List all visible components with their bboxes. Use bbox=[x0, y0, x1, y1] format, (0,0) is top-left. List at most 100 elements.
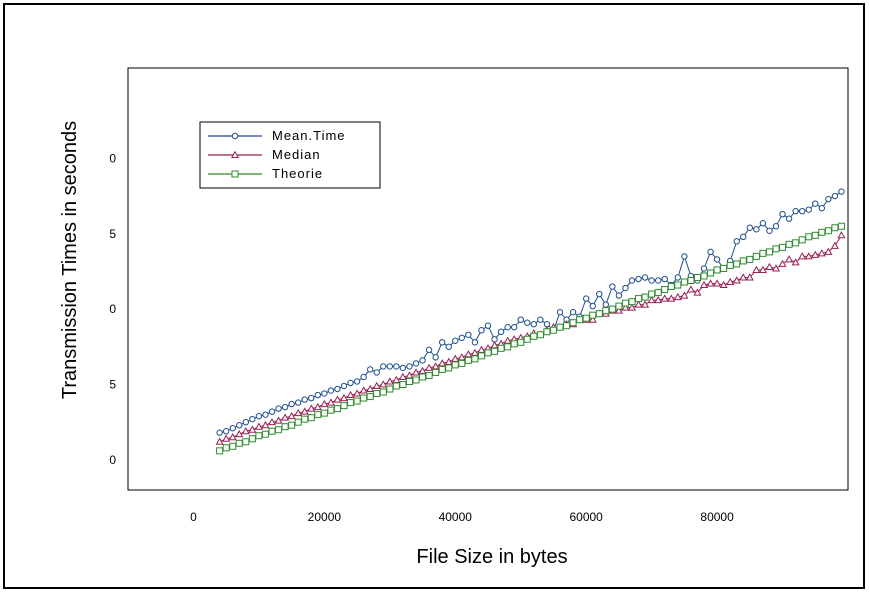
data-point-theorie bbox=[837, 222, 845, 230]
data-point-median bbox=[614, 306, 623, 314]
data-point-median bbox=[771, 264, 781, 272]
data-point-mean-time bbox=[517, 316, 524, 323]
legend-marker-median bbox=[230, 150, 240, 158]
data-point-theorie bbox=[674, 281, 682, 289]
data-point-mean-time bbox=[772, 223, 780, 230]
data-point-mean-time bbox=[301, 396, 308, 403]
x-tick-label: 60000 bbox=[569, 510, 603, 524]
data-point-median bbox=[647, 295, 656, 304]
data-point-mean-time bbox=[700, 265, 708, 272]
data-point-theorie bbox=[811, 231, 819, 239]
data-point-median bbox=[248, 425, 257, 433]
y-tick-label: 0 bbox=[109, 453, 116, 467]
data-point-theorie bbox=[608, 305, 616, 313]
data-point-mean-time bbox=[530, 321, 538, 328]
data-point-theorie bbox=[314, 411, 322, 419]
data-point-mean-time bbox=[766, 227, 773, 234]
data-point-mean-time bbox=[255, 412, 263, 420]
data-point-mean-time bbox=[569, 308, 577, 316]
data-point-theorie bbox=[589, 311, 597, 319]
data-point-theorie bbox=[615, 302, 623, 310]
data-point-theorie bbox=[222, 444, 230, 452]
data-point-theorie bbox=[654, 289, 662, 297]
data-point-theorie bbox=[301, 415, 309, 423]
data-point-mean-time bbox=[425, 346, 433, 354]
data-point-median bbox=[294, 408, 303, 417]
data-point-mean-time bbox=[262, 411, 269, 418]
data-point-theorie bbox=[648, 290, 656, 298]
data-point-mean-time bbox=[785, 215, 793, 222]
series-layer bbox=[215, 188, 846, 455]
data-point-mean-time bbox=[373, 369, 380, 376]
data-point-theorie bbox=[641, 293, 649, 301]
data-point-theorie bbox=[602, 307, 610, 315]
y-tick-label: 5 bbox=[109, 378, 116, 392]
data-point-theorie bbox=[798, 236, 806, 244]
data-point-mean-time bbox=[438, 339, 446, 346]
y-tick-label: 0 bbox=[109, 151, 116, 165]
data-point-theorie bbox=[320, 409, 328, 417]
series-theorie bbox=[216, 222, 845, 455]
data-point-median bbox=[660, 294, 669, 302]
data-point-mean-time bbox=[327, 387, 335, 394]
data-point-mean-time bbox=[589, 302, 596, 310]
chart-frame bbox=[3, 3, 865, 589]
data-point-theorie bbox=[425, 371, 433, 379]
data-point-median bbox=[300, 407, 309, 415]
data-point-median bbox=[267, 417, 277, 426]
data-point-median bbox=[752, 265, 761, 273]
data-point-median bbox=[641, 300, 650, 308]
data-point-mean-time bbox=[753, 226, 760, 233]
data-point-mean-time bbox=[805, 206, 812, 213]
data-point-median bbox=[438, 359, 447, 367]
data-point-theorie bbox=[687, 277, 695, 285]
data-point-mean-time bbox=[674, 274, 682, 281]
data-point-mean-time bbox=[445, 343, 452, 351]
data-point-mean-time bbox=[393, 363, 400, 370]
data-point-mean-time bbox=[831, 192, 839, 200]
data-point-median bbox=[765, 262, 774, 270]
data-point-theorie bbox=[772, 245, 780, 253]
data-point-theorie bbox=[785, 240, 793, 248]
data-point-theorie bbox=[458, 359, 466, 367]
data-point-theorie bbox=[549, 326, 557, 334]
data-point-median bbox=[804, 252, 813, 260]
data-point-median bbox=[699, 280, 709, 289]
y-tick-label: 5 bbox=[109, 227, 116, 241]
data-point-median bbox=[359, 386, 368, 394]
data-point-median bbox=[726, 277, 735, 286]
data-point-median bbox=[287, 411, 296, 420]
y-axis-ticks: 0 5 0 5 0 bbox=[109, 151, 116, 466]
data-point-mean-time bbox=[713, 256, 721, 263]
data-point-median bbox=[215, 437, 224, 445]
data-point-theorie bbox=[707, 269, 715, 277]
data-point-mean-time bbox=[510, 324, 518, 331]
data-point-theorie bbox=[229, 442, 237, 450]
data-point-median bbox=[477, 345, 486, 353]
data-point-median bbox=[379, 380, 388, 388]
data-point-mean-time bbox=[497, 328, 505, 335]
data-point-theorie bbox=[491, 347, 499, 355]
data-point-mean-time bbox=[222, 428, 230, 435]
legend-label-median: Median bbox=[272, 147, 321, 162]
data-point-median bbox=[464, 350, 473, 358]
data-point-mean-time bbox=[229, 425, 236, 432]
data-point-mean-time bbox=[779, 210, 786, 218]
data-point-median bbox=[398, 372, 407, 380]
data-point-theorie bbox=[700, 272, 708, 280]
data-point-mean-time bbox=[484, 322, 492, 329]
plot-box bbox=[127, 67, 849, 491]
data-point-theorie bbox=[536, 331, 544, 339]
legend-marker-theorie bbox=[231, 170, 239, 178]
data-point-theorie bbox=[412, 376, 420, 384]
data-point-mean-time bbox=[641, 274, 649, 281]
data-point-mean-time bbox=[288, 400, 295, 408]
data-point-median bbox=[385, 377, 394, 385]
data-point-mean-time bbox=[380, 363, 387, 370]
data-point-theorie bbox=[405, 377, 413, 385]
data-point-theorie bbox=[680, 278, 688, 286]
x-tick-label: 40000 bbox=[439, 510, 473, 524]
data-point-median bbox=[241, 427, 250, 435]
data-point-median bbox=[693, 288, 702, 296]
data-point-median bbox=[588, 315, 597, 323]
